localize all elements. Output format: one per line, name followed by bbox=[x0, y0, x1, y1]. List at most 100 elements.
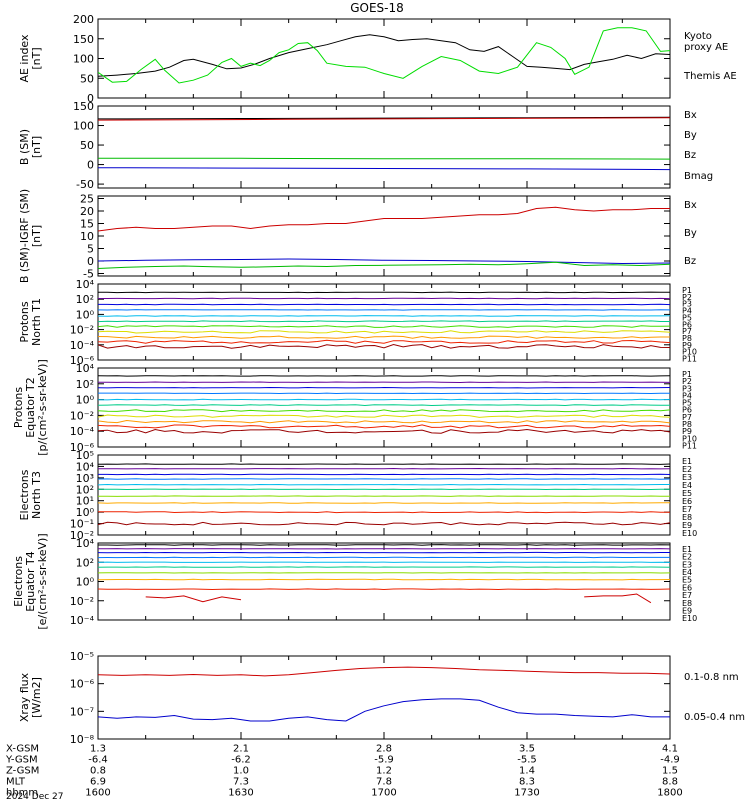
channel-label: P4 bbox=[682, 391, 692, 400]
panel-frame bbox=[97, 18, 671, 99]
x-axis-value: 1.5 bbox=[662, 766, 678, 777]
channel-label: P4 bbox=[682, 307, 692, 316]
series-line-p3 bbox=[98, 386, 670, 389]
x-axis-value: 0.8 bbox=[90, 766, 106, 777]
x-axis-value: 7.8 bbox=[376, 777, 392, 788]
series-line-p9 bbox=[98, 419, 670, 424]
series-line-e9 bbox=[98, 588, 670, 591]
y-tick-label: 10⁻² bbox=[70, 409, 94, 422]
channel-label: P2 bbox=[682, 377, 692, 386]
y-tick-label: 10² bbox=[76, 378, 94, 391]
legend-entry: 0.1-0.8 nm bbox=[684, 672, 739, 683]
channel-label: E9 bbox=[682, 521, 692, 530]
channel-label: E2 bbox=[682, 553, 692, 562]
y-axis-label: [W/m2] bbox=[30, 677, 43, 718]
y-axis-label: Protons bbox=[12, 387, 25, 428]
plot-area bbox=[98, 544, 670, 604]
y-tick-label: 10⁴ bbox=[76, 362, 95, 375]
y-tick-label: 10⁴ bbox=[76, 278, 95, 291]
y-tick-label: 10⁵ bbox=[76, 449, 94, 462]
channel-label: E10 bbox=[682, 529, 697, 538]
y-tick-label: 50 bbox=[80, 72, 94, 85]
series-line-p7 bbox=[98, 409, 670, 413]
panel-protons-t2: 10⁻⁶ 10⁻⁴ 10⁻² 10⁰ 10² 10⁴ Protons Equator T2 [p… bbox=[12, 359, 697, 456]
panel-frame bbox=[97, 655, 671, 740]
y-tick-label: 10⁻⁶ bbox=[70, 441, 95, 454]
series-line-kyoto-proxy-ae bbox=[98, 27, 670, 84]
y-tick-label: 10⁻⁴ bbox=[70, 339, 95, 352]
y-tick-label: -5 bbox=[83, 268, 94, 281]
channel-label: P7 bbox=[682, 413, 692, 422]
y-tick-label: 10⁻⁴ bbox=[70, 614, 95, 627]
y-tick-label: 10⁻⁴ bbox=[70, 425, 95, 438]
y-tick-label: 10 bbox=[80, 230, 94, 243]
channel-label: E3 bbox=[682, 473, 692, 482]
channel-label: P11 bbox=[682, 441, 697, 450]
y-tick-label: 100 bbox=[73, 53, 94, 66]
y-axis-label: Electrons bbox=[18, 469, 31, 520]
x-axis-value: -5.5 bbox=[517, 755, 537, 766]
channel-label: P8 bbox=[682, 334, 692, 343]
channel-label: E7 bbox=[682, 505, 692, 514]
panel-electrons-t4: 10⁻⁴ 10⁻² 10⁰ 10² 10⁴ Electrons Equator T4 [e/(… bbox=[12, 533, 697, 629]
legend-entry: By bbox=[684, 130, 697, 141]
y-tick-label: 10⁻¹ bbox=[70, 518, 94, 531]
y-tick-label: 10⁻² bbox=[70, 529, 94, 542]
series-line-0-1-0-8-nm bbox=[98, 666, 670, 677]
legend-entry: Kyoto bbox=[684, 31, 712, 42]
series-line-e1 bbox=[98, 544, 670, 546]
plot-area bbox=[98, 375, 670, 434]
y-tick-label: 10⁻⁷ bbox=[70, 705, 94, 718]
series-line-by bbox=[98, 157, 670, 160]
series-line-p10 bbox=[98, 424, 670, 429]
y-tick-label: 50 bbox=[80, 139, 94, 152]
x-axis-value: 3.5 bbox=[519, 744, 535, 755]
plot-area bbox=[98, 291, 670, 349]
panel-frame bbox=[97, 283, 671, 361]
legend-entry: Themis AE bbox=[683, 71, 737, 82]
y-tick-label: 10² bbox=[76, 556, 94, 569]
y-tick-label: 10⁰ bbox=[76, 506, 95, 519]
series-line-bmag bbox=[98, 116, 670, 120]
y-tick-label: 0 bbox=[87, 159, 94, 172]
legend-entry: proxy AE bbox=[684, 42, 728, 53]
series-line-e1 bbox=[98, 463, 670, 465]
channel-label: E9 bbox=[682, 606, 692, 615]
y-tick-label: 20 bbox=[80, 205, 94, 218]
y-axis-label: B (SM)-IGRF (SM) bbox=[18, 189, 31, 283]
x-axis-value: 2.8 bbox=[376, 744, 392, 755]
channel-label: P3 bbox=[682, 384, 692, 393]
series-line-p11 bbox=[98, 428, 670, 434]
series-line-e10 bbox=[145, 595, 242, 603]
series-line-by bbox=[98, 261, 670, 269]
channel-label: E6 bbox=[682, 583, 692, 592]
y-tick-label: 15 bbox=[80, 218, 94, 231]
series-line-bx bbox=[98, 167, 670, 171]
y-tick-label: 10⁻⁶ bbox=[70, 678, 95, 691]
series-line-e8 bbox=[98, 502, 670, 504]
x-axis-value: 1800 bbox=[657, 788, 682, 799]
x-axis-value: 1.3 bbox=[90, 744, 106, 755]
series-line-p10 bbox=[98, 339, 670, 344]
panel-xray: 10⁻⁸ 10⁻⁷ 10⁻⁶ 10⁻⁵ Xray flux [W/m2] 0.1-0.8 n… bbox=[18, 650, 745, 746]
x-axis-value: 4.1 bbox=[662, 744, 678, 755]
x-axis-value: 1730 bbox=[514, 788, 539, 799]
y-tick-label: 150 bbox=[73, 33, 94, 46]
x-axis-row-label: hhmm bbox=[6, 788, 38, 799]
panel-protons-t1: 10⁻⁶ 10⁻⁴ 10⁻² 10⁰ 10² 10⁴ Protons North T1 P1P2… bbox=[18, 278, 697, 367]
legend-entry: Bmag bbox=[684, 171, 713, 182]
y-tick-label: 10⁻² bbox=[70, 595, 94, 608]
channel-label: E2 bbox=[682, 465, 692, 474]
x-axis-row-label: MLT bbox=[6, 777, 26, 788]
plot-area bbox=[98, 116, 670, 171]
channel-label: P8 bbox=[682, 420, 692, 429]
legend-entry: Bz bbox=[684, 150, 696, 161]
date-label: 2024 Dec 27 bbox=[6, 792, 64, 800]
y-tick-label: 10⁴ bbox=[76, 460, 95, 473]
x-axis-value: 1.0 bbox=[233, 766, 249, 777]
series-line-p5 bbox=[98, 315, 670, 317]
y-tick-label: 10⁰ bbox=[76, 576, 95, 589]
